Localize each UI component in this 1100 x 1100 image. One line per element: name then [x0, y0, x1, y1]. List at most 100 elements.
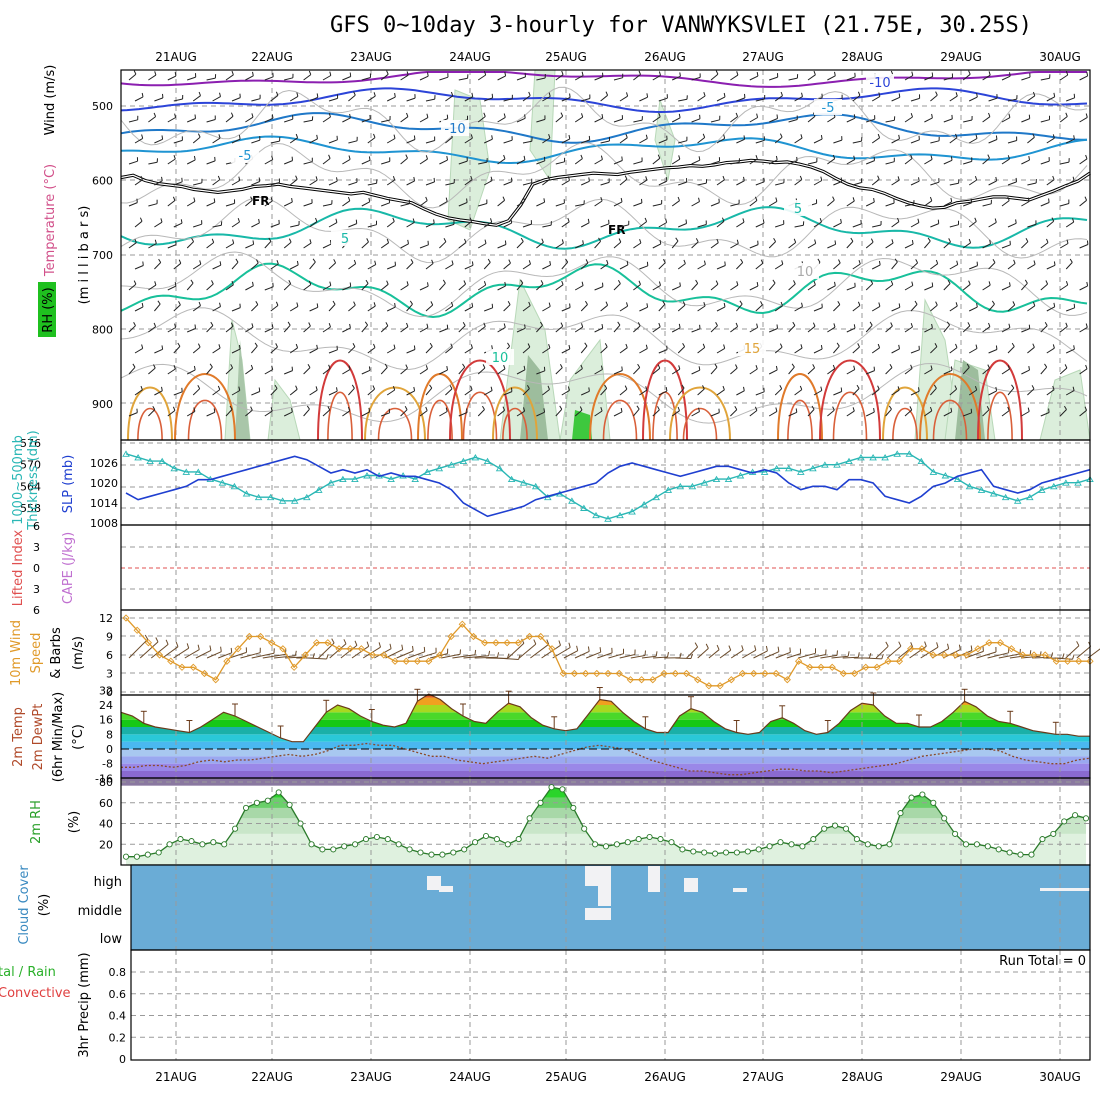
barb: [633, 367, 641, 375]
barb-flag: [950, 156, 953, 161]
barb: [852, 346, 860, 354]
wind10-barb-flag-21: [378, 642, 381, 648]
barb-flag: [315, 386, 318, 391]
barb: [561, 221, 570, 228]
barb: [613, 370, 623, 375]
barb-flag: [889, 363, 893, 368]
barb: [328, 390, 338, 396]
barb-flag: [910, 113, 913, 118]
barb: [128, 412, 138, 417]
wind10-barb-flag-32: [506, 653, 510, 659]
barb: [264, 200, 273, 207]
wind10-barb-flag-71: [936, 642, 939, 648]
slp-ytick-3: 1026: [90, 457, 118, 470]
barb-flag: [760, 301, 763, 306]
barb: [1001, 327, 1011, 333]
rh-point-16: [297, 820, 304, 827]
rh-point-44: [602, 843, 610, 850]
barb: [497, 409, 505, 417]
barb: [477, 326, 486, 333]
warm-contour-inner-3: [377, 407, 413, 441]
barb: [807, 74, 816, 81]
barb-flag: [1084, 196, 1088, 201]
upper-ytick-2: 700: [92, 249, 113, 262]
barb-flag: [1085, 364, 1088, 369]
barb-flag: [449, 385, 453, 390]
wind10-point-53: [716, 682, 724, 690]
barb: [677, 346, 685, 354]
barb: [749, 285, 759, 291]
rh-point-60: [777, 839, 784, 846]
barb: [639, 221, 647, 228]
barb: [807, 115, 816, 123]
barb-flag: [180, 219, 183, 224]
barb-flag: [931, 72, 934, 77]
barb: [949, 224, 959, 228]
thickness-point-43: [640, 501, 648, 508]
barb: [1079, 199, 1087, 207]
barb: [555, 284, 564, 291]
barb-flag: [801, 302, 803, 307]
barb: [231, 348, 241, 354]
barb-flag: [735, 322, 739, 327]
barb-flag: [385, 322, 389, 327]
barb-flag: [427, 282, 429, 287]
barb: [561, 307, 571, 312]
barb-flag: [328, 323, 331, 328]
barb: [406, 349, 416, 354]
wind10-barb-flag-30: [488, 650, 491, 656]
barb-flag: [740, 258, 744, 263]
theta-contour-4: [120, 307, 1088, 371]
barb: [813, 307, 823, 312]
barb-flag: [491, 345, 493, 350]
barb-flag: [877, 133, 881, 138]
barb: [231, 261, 239, 270]
barb-flag: [219, 302, 221, 307]
wind10-barb-flag-63: [847, 651, 850, 657]
thickness-point-40: [604, 515, 612, 522]
barb: [406, 139, 416, 144]
barb-flag: [528, 301, 531, 306]
barb: [827, 326, 836, 333]
w10-ylabel3-text: & Barbs: [49, 627, 64, 679]
barb: [813, 221, 822, 228]
barb: [245, 326, 254, 333]
temp-warm-bands: [121, 694, 1090, 749]
barb: [303, 161, 313, 165]
barb-flag: [366, 238, 369, 243]
cloud-gap-5: [648, 866, 660, 892]
barb-flag: [853, 114, 856, 119]
barb-flag: [911, 240, 914, 245]
barb-flag: [1051, 217, 1055, 222]
rh-point-76: [952, 830, 959, 837]
barb-flag: [795, 408, 798, 413]
barb-flag: [646, 93, 649, 98]
wind10-point-3: [155, 651, 164, 659]
barb: [988, 349, 998, 354]
barb-flag: [605, 301, 609, 306]
barb-flag: [721, 217, 725, 222]
rh-point-59: [766, 843, 773, 850]
barb-flag: [502, 196, 506, 201]
barb-flag: [929, 196, 933, 201]
barb: [943, 411, 952, 417]
wind10-barb-63: [831, 655, 849, 659]
rh-point-86: [1061, 818, 1068, 825]
barb: [439, 369, 448, 375]
wind10-barb-flag-55: [754, 645, 757, 651]
upper-ylabel-mb: (m i l l i b a r s): [77, 206, 92, 305]
barb: [749, 75, 759, 81]
barb: [206, 325, 214, 333]
barb: [206, 242, 215, 249]
wind10-point-2: [144, 639, 153, 647]
barb: [212, 389, 221, 396]
thk-ylabel-1: 1000~500mb: [11, 435, 26, 525]
barb: [134, 96, 144, 102]
thickness-point-79: [1074, 479, 1082, 486]
thickness-point-68: [941, 472, 950, 479]
barb-flag: [584, 300, 588, 305]
barb: [284, 77, 294, 81]
barb-flag: [238, 176, 241, 181]
barb: [458, 283, 466, 291]
wind10-point-82: [1041, 651, 1049, 659]
